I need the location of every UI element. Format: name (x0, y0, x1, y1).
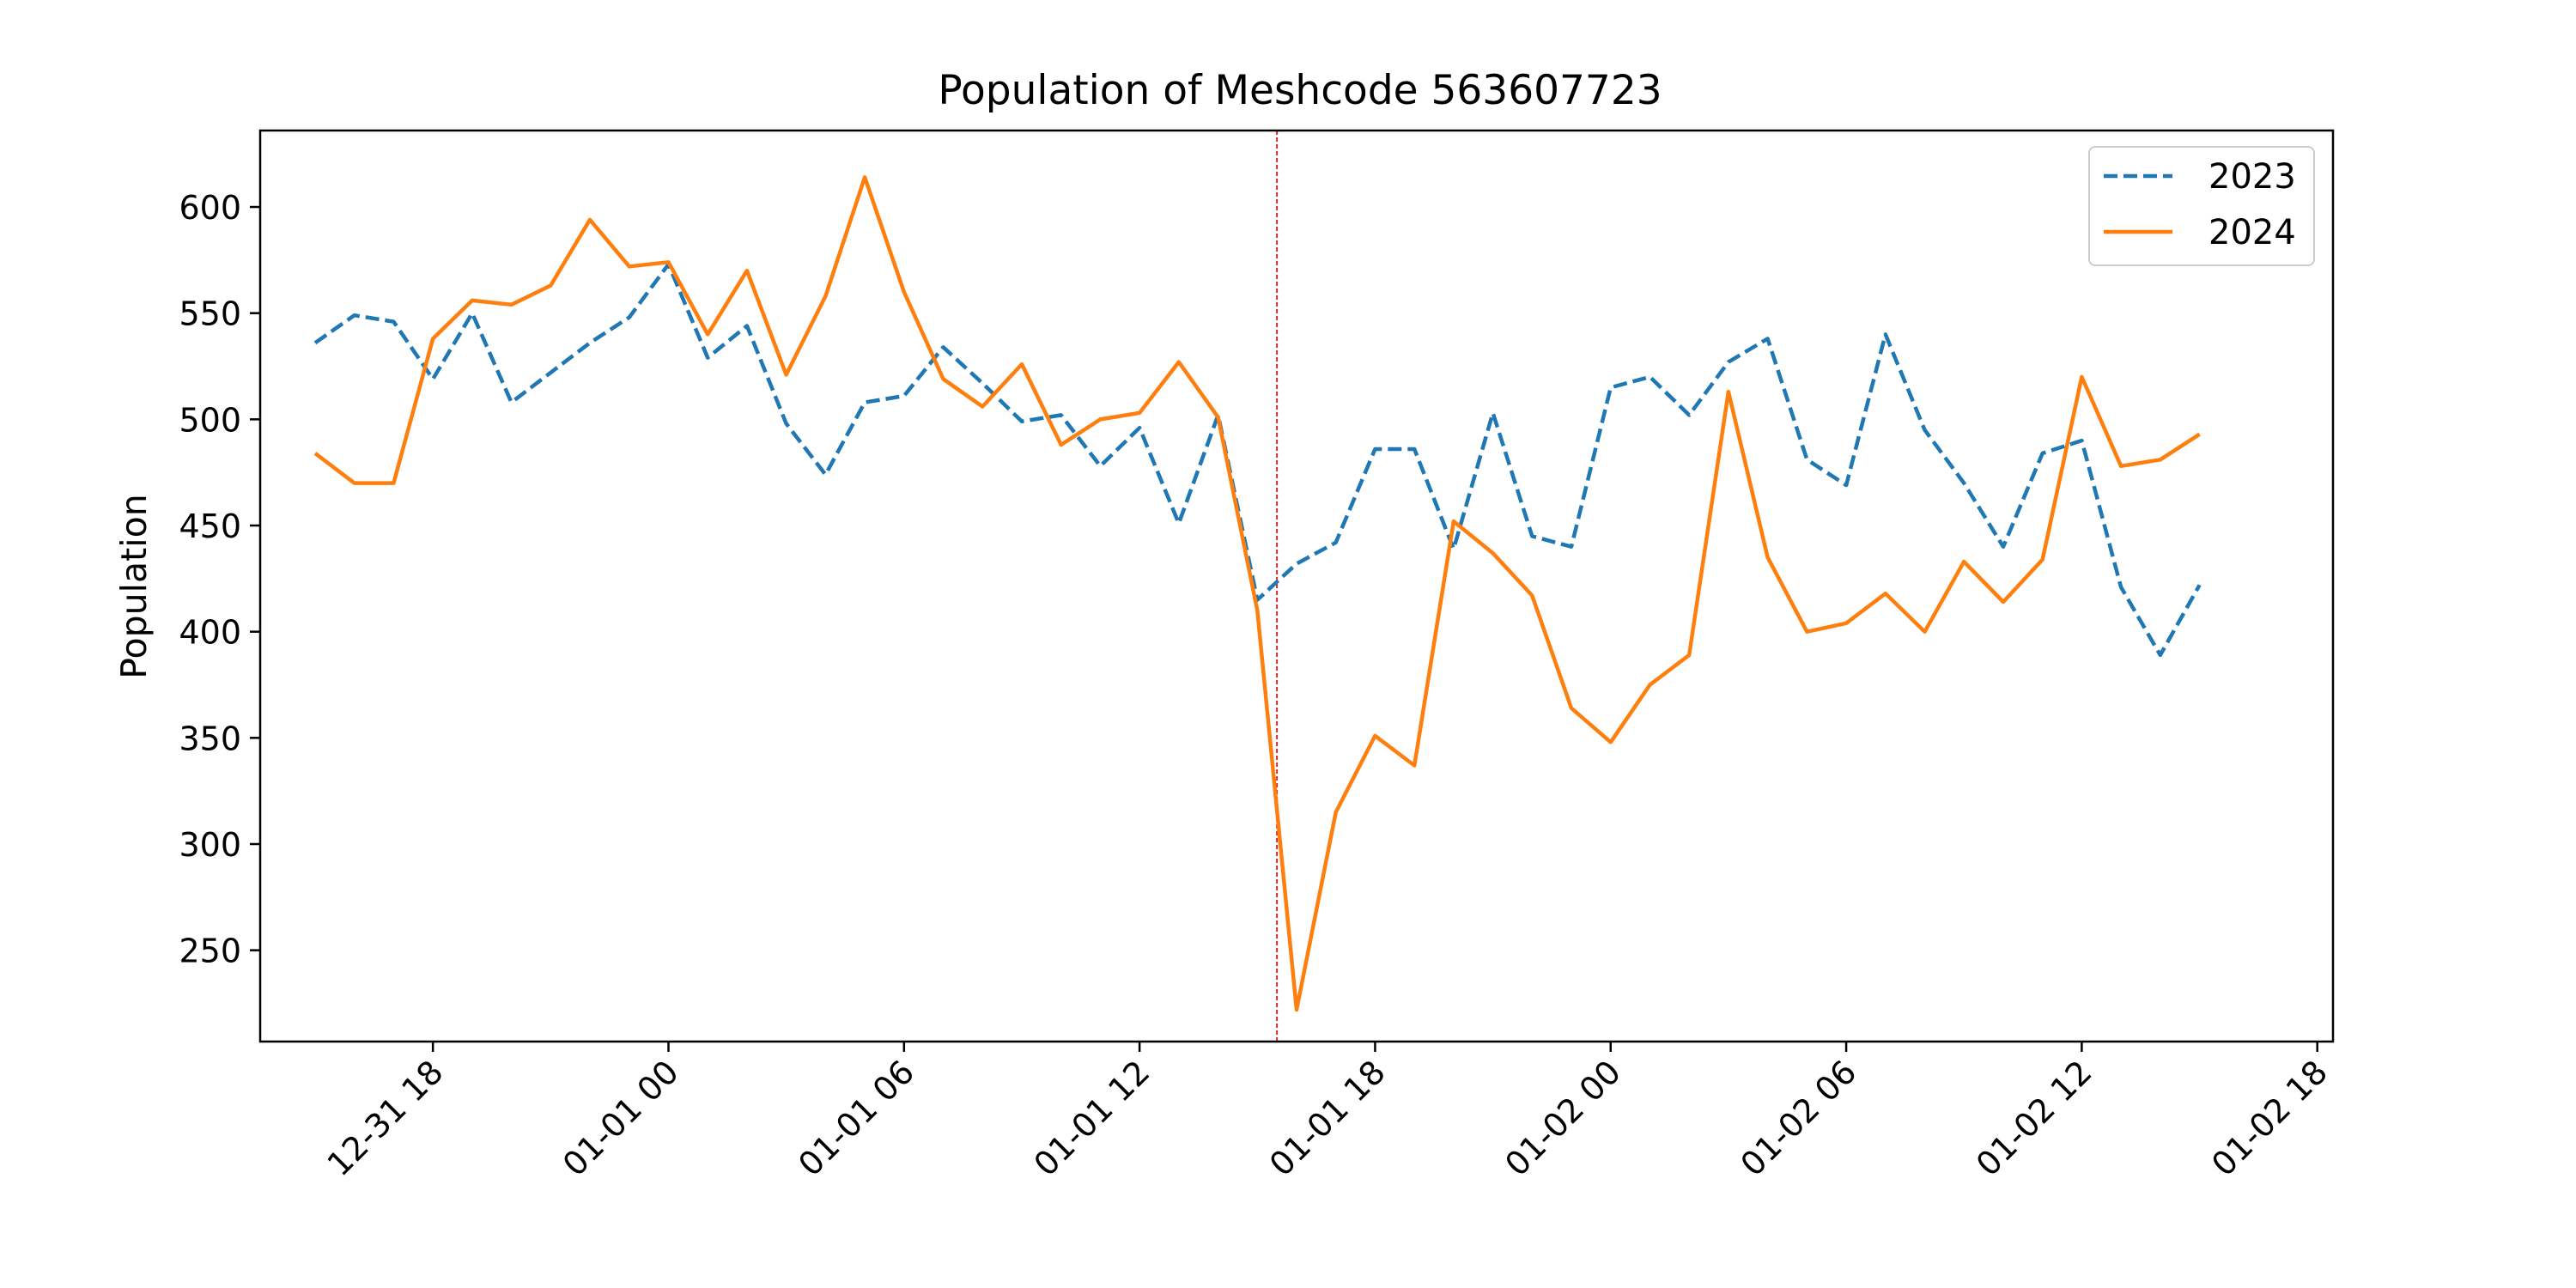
axes-frame (258, 129, 2335, 1043)
y-axis: 250 300 350 400 450 500 550 600 (179, 189, 260, 970)
legend: 2023 2024 (2088, 146, 2315, 266)
y-tick-label: 400 (179, 614, 241, 652)
y-tick-label: 500 (179, 401, 241, 439)
y-tick-label: 550 (179, 295, 241, 333)
y-tick-label: 300 (179, 826, 241, 864)
series-line-2023 (313, 262, 2202, 658)
y-axis-label: Population (113, 494, 155, 678)
y-tick-label: 350 (179, 720, 241, 757)
legend-label: 2024 (2208, 213, 2296, 252)
legend-label: 2023 (2208, 157, 2296, 197)
chart-title: Population of Meshcode 563607723 (938, 67, 1662, 114)
y-tick-label: 450 (179, 507, 241, 545)
y-tick-label: 250 (179, 933, 241, 970)
series-line-2024 (313, 175, 2201, 1012)
plot-area (313, 131, 2202, 1042)
y-tick-label: 600 (179, 189, 241, 227)
